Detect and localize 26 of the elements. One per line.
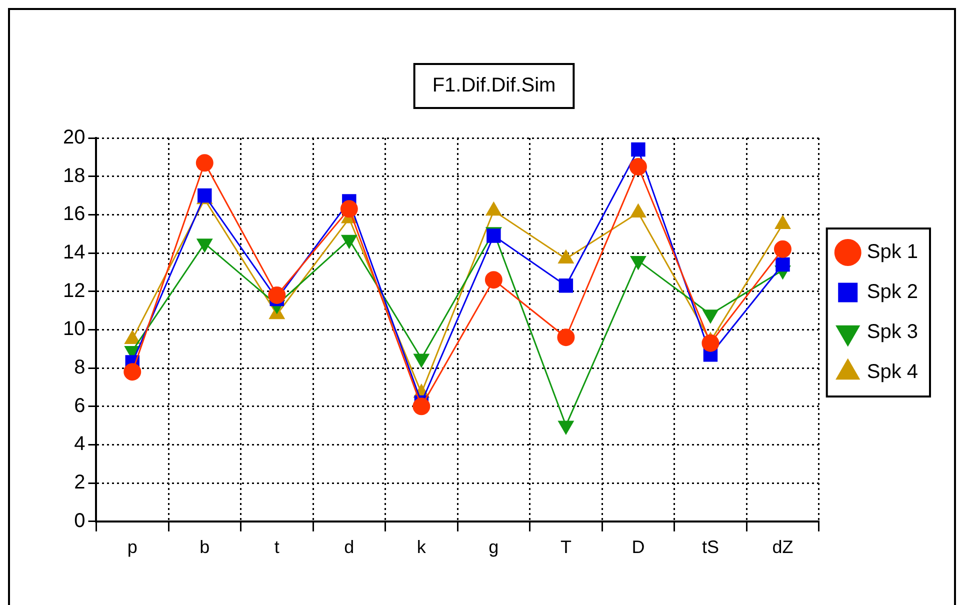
y-tick-label: 8 (74, 356, 86, 379)
y-tick-label: 10 (62, 318, 86, 340)
chart-title: F1.Dif.Dif.Sim (432, 74, 556, 97)
legend-label: Spk 2 (866, 281, 918, 304)
y-tick-label: 20 (62, 126, 86, 149)
x-tick-label: k (416, 537, 427, 558)
x-tick-label: d (344, 537, 354, 558)
legend-label: Spk 4 (866, 361, 918, 384)
y-tick-label: 6 (74, 394, 86, 417)
x-tick-label: dZ (772, 537, 794, 558)
x-tick-label: p (127, 537, 138, 558)
legend-label: Spk 1 (866, 241, 918, 264)
x-tick-label: D (632, 537, 645, 558)
x-tick-label: t (274, 537, 280, 558)
y-tick-label: 16 (62, 203, 86, 226)
x-tick-label: T (560, 537, 572, 558)
y-tick-label: 14 (62, 242, 86, 264)
legend-label: Spk 3 (866, 321, 918, 344)
x-tick-label: g (488, 537, 499, 558)
y-tick-label: 18 (62, 164, 86, 187)
x-tick-label: tS (702, 537, 719, 558)
x-tick-label: b (200, 537, 210, 558)
y-tick-label: 0 (74, 510, 86, 532)
y-tick-label: 4 (74, 433, 86, 456)
y-tick-label: 2 (74, 472, 86, 494)
y-tick-label: 12 (62, 280, 86, 302)
